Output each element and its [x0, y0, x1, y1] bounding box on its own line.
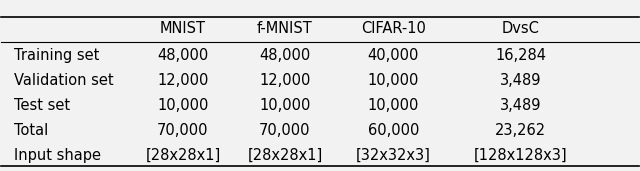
Text: Input shape: Input shape	[14, 148, 101, 163]
Text: Total: Total	[14, 123, 49, 138]
Text: 40,000: 40,000	[367, 48, 419, 63]
Text: 48,000: 48,000	[259, 48, 310, 63]
Text: Training set: Training set	[14, 48, 99, 63]
Text: 48,000: 48,000	[157, 48, 209, 63]
Text: CIFAR-10: CIFAR-10	[361, 21, 426, 36]
Text: 3,489: 3,489	[500, 73, 541, 88]
Text: 70,000: 70,000	[259, 123, 310, 138]
Text: 10,000: 10,000	[259, 98, 310, 113]
Text: 10,000: 10,000	[367, 98, 419, 113]
Text: 10,000: 10,000	[157, 98, 209, 113]
Text: [28x28x1]: [28x28x1]	[247, 148, 323, 163]
Text: [32x32x3]: [32x32x3]	[356, 148, 431, 163]
Text: [28x28x1]: [28x28x1]	[145, 148, 221, 163]
Text: 3,489: 3,489	[500, 98, 541, 113]
Text: 23,262: 23,262	[495, 123, 547, 138]
Text: 12,000: 12,000	[157, 73, 209, 88]
Text: 70,000: 70,000	[157, 123, 209, 138]
Text: f-MNIST: f-MNIST	[257, 21, 313, 36]
Text: 16,284: 16,284	[495, 48, 546, 63]
Text: Validation set: Validation set	[14, 73, 114, 88]
Text: 12,000: 12,000	[259, 73, 310, 88]
Text: 10,000: 10,000	[367, 73, 419, 88]
Text: DvsC: DvsC	[502, 21, 540, 36]
Text: Test set: Test set	[14, 98, 70, 113]
Text: [128x128x3]: [128x128x3]	[474, 148, 568, 163]
Text: MNIST: MNIST	[160, 21, 206, 36]
Text: 60,000: 60,000	[367, 123, 419, 138]
